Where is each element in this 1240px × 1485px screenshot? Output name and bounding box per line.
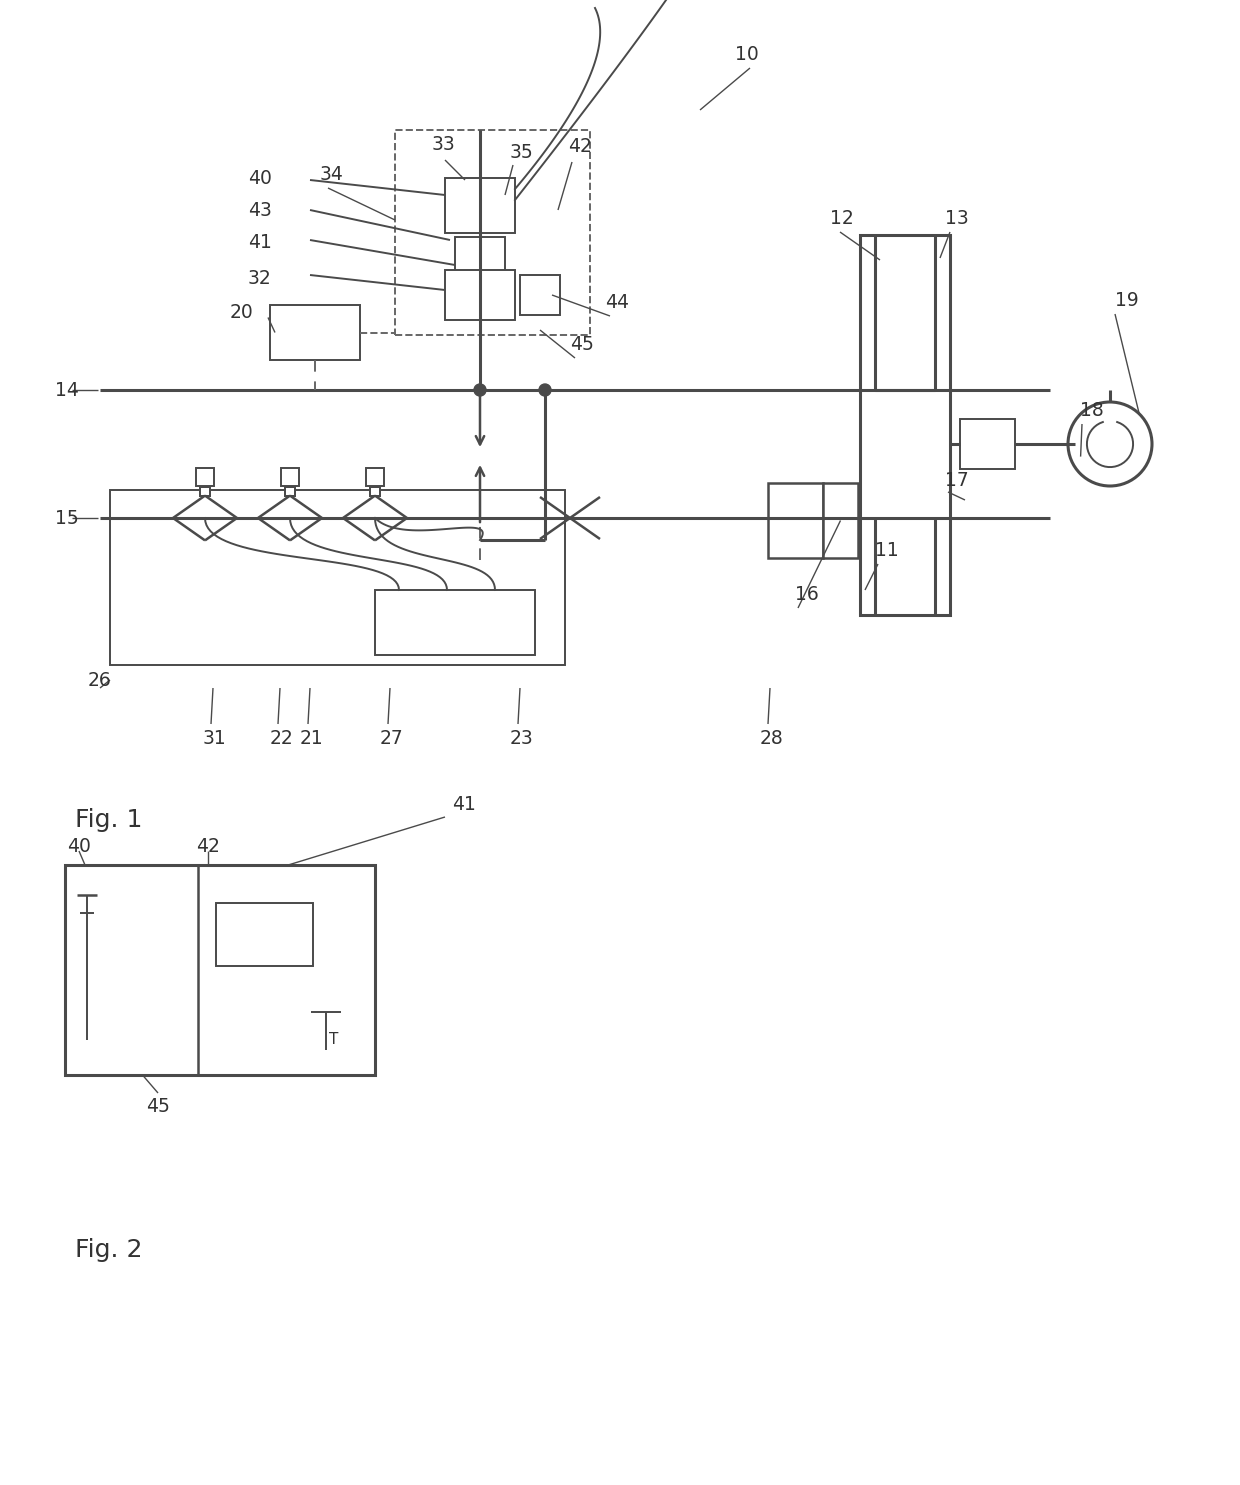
Text: 42: 42 (196, 838, 221, 857)
Bar (270, 304, 360, 359)
Text: T: T (329, 1032, 337, 1047)
Bar (200, 487, 210, 496)
Text: 34: 34 (320, 165, 343, 184)
Bar (281, 468, 299, 486)
Text: 18: 18 (1080, 401, 1104, 419)
Text: 33: 33 (432, 135, 456, 154)
Text: 11: 11 (875, 541, 899, 560)
Bar (64, 864, 374, 1075)
Text: 15: 15 (55, 508, 79, 527)
Bar (396, 131, 590, 336)
Bar (445, 178, 515, 233)
Text: 41: 41 (453, 796, 476, 814)
Text: 21: 21 (300, 729, 324, 747)
Text: 41: 41 (248, 233, 272, 251)
Bar (768, 483, 823, 558)
Circle shape (474, 385, 486, 396)
Bar (823, 483, 858, 558)
Text: 45: 45 (570, 336, 594, 355)
Bar (455, 238, 505, 275)
Circle shape (539, 385, 551, 396)
Text: 12: 12 (830, 208, 854, 227)
Text: 28: 28 (760, 729, 784, 747)
Text: 16: 16 (795, 585, 818, 604)
Text: 43: 43 (248, 200, 272, 220)
Text: 44: 44 (605, 293, 629, 312)
Bar (520, 275, 560, 315)
Text: 27: 27 (379, 729, 404, 747)
Text: 23: 23 (510, 729, 533, 747)
Text: 45: 45 (146, 1097, 170, 1117)
Text: 17: 17 (945, 471, 968, 490)
Text: 40: 40 (248, 168, 272, 187)
Bar (216, 903, 314, 965)
Bar (110, 490, 565, 665)
Bar (445, 270, 515, 319)
Bar (196, 468, 215, 486)
Text: 26: 26 (88, 671, 112, 689)
Text: 35: 35 (510, 143, 533, 162)
Text: 13: 13 (945, 208, 968, 227)
Bar (374, 590, 534, 655)
Text: Fig. 1: Fig. 1 (74, 808, 143, 832)
Bar (371, 487, 379, 496)
Text: 14: 14 (55, 380, 79, 399)
Text: 32: 32 (248, 269, 272, 288)
Text: 42: 42 (568, 138, 591, 156)
Text: Fig. 2: Fig. 2 (74, 1238, 143, 1262)
Bar (366, 468, 384, 486)
Text: 31: 31 (203, 729, 227, 747)
Text: 22: 22 (270, 729, 294, 747)
Text: 19: 19 (1115, 291, 1138, 309)
Text: 40: 40 (67, 838, 91, 857)
Text: 20: 20 (229, 303, 254, 322)
Bar (285, 487, 295, 496)
Text: 10: 10 (735, 46, 759, 64)
Bar (960, 419, 1016, 469)
Bar (861, 235, 950, 615)
